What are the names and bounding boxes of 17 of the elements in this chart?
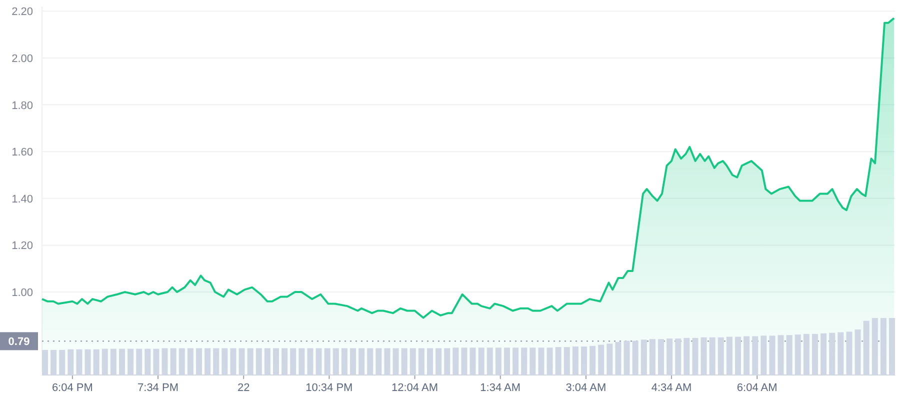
y-tick-label: 2.00 (12, 52, 33, 65)
ref-line-label: 0.79 (8, 336, 30, 348)
x-tick-label: 1:34 AM (480, 382, 521, 394)
y-tick-label: 1.80 (12, 100, 33, 112)
x-tick-label: 3:04 AM (566, 382, 606, 394)
y-tick-label: 2.20 (12, 6, 33, 18)
y-tick-label: 1.00 (12, 287, 33, 300)
x-tick-label: 10:34 PM (306, 382, 353, 394)
y-tick-label: 1.40 (12, 193, 33, 206)
x-tick-label: 4:34 AM (651, 382, 692, 394)
x-tick-label: 6:04 PM (52, 382, 93, 394)
x-tick-label: 12:04 AM (392, 382, 438, 394)
y-tick-label: 1.20 (12, 240, 33, 252)
x-tick-label: 6:04 AM (736, 382, 778, 394)
x-tick-label: 7:34 PM (138, 382, 178, 394)
x-tick-label: 22 (237, 382, 250, 394)
y-tick-label: 1.60 (12, 146, 33, 159)
